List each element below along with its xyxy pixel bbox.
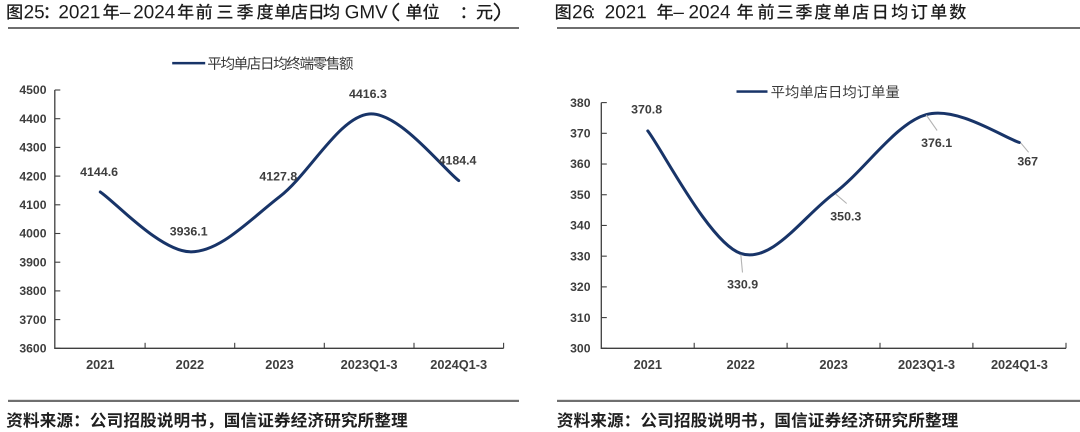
svg-text:4400: 4400 — [19, 112, 46, 126]
svg-text:340: 340 — [570, 219, 591, 233]
svg-text:350: 350 — [570, 188, 591, 202]
svg-text:3800: 3800 — [19, 284, 46, 298]
svg-text:4300: 4300 — [19, 141, 46, 155]
svg-text:4200: 4200 — [19, 169, 46, 183]
svg-text:2024Q1-3: 2024Q1-3 — [991, 357, 1048, 372]
svg-text:4500: 4500 — [19, 83, 46, 97]
svg-text:2022: 2022 — [176, 357, 204, 372]
svg-text:4416.3: 4416.3 — [349, 87, 387, 101]
svg-text:2024Q1-3: 2024Q1-3 — [430, 357, 487, 372]
svg-text:310: 310 — [570, 311, 591, 325]
svg-text:3900: 3900 — [19, 255, 46, 269]
svg-text:330.9: 330.9 — [727, 278, 758, 292]
svg-text:370: 370 — [570, 127, 591, 141]
svg-text:4184.4: 4184.4 — [439, 153, 477, 167]
svg-text:2023Q1-3: 2023Q1-3 — [341, 357, 398, 372]
svg-text:300: 300 — [570, 342, 591, 356]
svg-text:4127.8: 4127.8 — [259, 170, 297, 184]
svg-text:376.1: 376.1 — [921, 136, 952, 150]
svg-text:370.8: 370.8 — [631, 103, 662, 117]
svg-text:3936.1: 3936.1 — [170, 225, 208, 239]
svg-text:360: 360 — [570, 157, 591, 171]
svg-text:2021: 2021 — [86, 357, 114, 372]
svg-text:4100: 4100 — [19, 198, 46, 212]
svg-text:2023Q1-3: 2023Q1-3 — [898, 357, 955, 372]
svg-text:3600: 3600 — [19, 342, 46, 356]
svg-text:367: 367 — [1017, 155, 1038, 169]
svg-text:2023: 2023 — [265, 357, 293, 372]
svg-text:330: 330 — [570, 249, 591, 263]
svg-text:4000: 4000 — [19, 227, 46, 241]
svg-text:320: 320 — [570, 280, 591, 294]
svg-text:2022: 2022 — [726, 357, 754, 372]
svg-text:380: 380 — [570, 96, 591, 110]
svg-text:2021: 2021 — [634, 357, 662, 372]
svg-text:350.3: 350.3 — [830, 210, 861, 224]
svg-text:4144.6: 4144.6 — [80, 165, 118, 179]
svg-text:3700: 3700 — [19, 313, 46, 327]
svg-text:2023: 2023 — [819, 357, 847, 372]
